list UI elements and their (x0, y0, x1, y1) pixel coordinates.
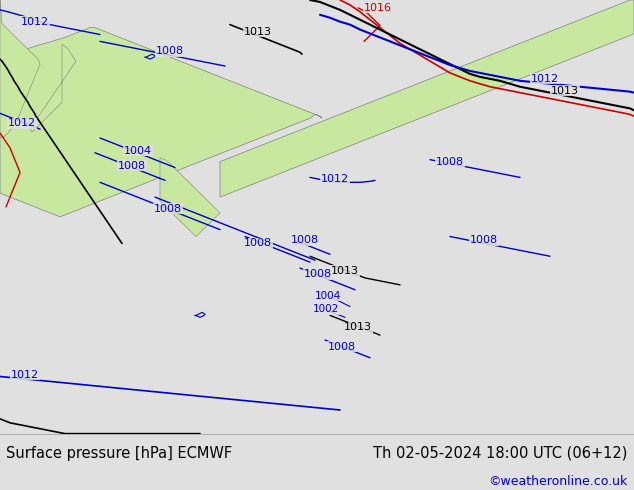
Text: ©weatheronline.co.uk: ©weatheronline.co.uk (488, 475, 628, 488)
Text: 1008: 1008 (244, 239, 272, 248)
Text: 1004: 1004 (315, 291, 341, 301)
Text: 1008: 1008 (436, 157, 464, 167)
Text: 1012: 1012 (8, 118, 36, 128)
Polygon shape (30, 45, 76, 132)
Text: 1013: 1013 (344, 322, 372, 332)
Polygon shape (160, 158, 220, 237)
Text: 1013: 1013 (551, 86, 579, 96)
Text: 1013: 1013 (244, 26, 272, 37)
Text: Surface pressure [hPa] ECMWF: Surface pressure [hPa] ECMWF (6, 446, 233, 461)
Polygon shape (0, 0, 322, 217)
Text: 1004: 1004 (124, 146, 152, 156)
Text: 1008: 1008 (118, 161, 146, 171)
Text: 1008: 1008 (328, 342, 356, 352)
Text: 1008: 1008 (156, 46, 184, 56)
Text: 1012: 1012 (531, 74, 559, 84)
Text: 1002: 1002 (313, 304, 339, 315)
Text: 1012: 1012 (321, 174, 349, 184)
Polygon shape (0, 0, 40, 138)
Text: 1016: 1016 (364, 3, 392, 13)
Text: 1008: 1008 (304, 269, 332, 279)
Text: 1008: 1008 (291, 236, 319, 245)
Text: 1013: 1013 (331, 266, 359, 276)
Polygon shape (220, 0, 634, 197)
Text: 1008: 1008 (154, 204, 182, 214)
Text: 1012: 1012 (11, 369, 39, 380)
Text: Th 02-05-2024 18:00 UTC (06+12): Th 02-05-2024 18:00 UTC (06+12) (373, 446, 628, 461)
Text: 1012: 1012 (21, 17, 49, 26)
Text: 1008: 1008 (470, 236, 498, 245)
